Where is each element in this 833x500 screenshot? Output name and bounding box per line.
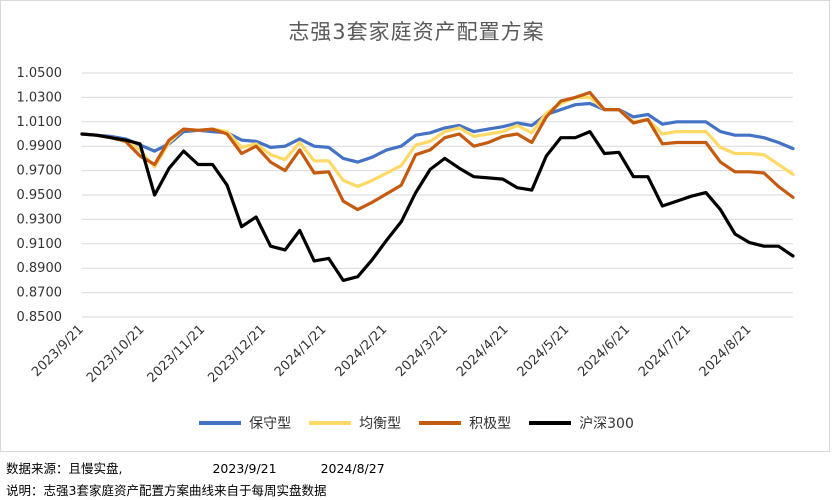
x-tick-label: 2023/12/21	[205, 322, 269, 386]
y-tick-label: 0.8900	[17, 261, 63, 276]
legend: 保守型 均衡型 积极型 沪深300	[0, 412, 833, 434]
legend-label-balanced: 均衡型	[359, 416, 402, 432]
legend-item-csi300: 沪深300	[529, 412, 634, 434]
series-line-3	[80, 130, 795, 282]
y-tick-label: 0.8700	[17, 286, 63, 301]
x-tick-label: 2023/11/21	[145, 322, 209, 386]
chart-frame	[0, 0, 830, 452]
legend-label-csi300: 沪深300	[579, 416, 634, 432]
y-tick-label: 1.0500	[17, 66, 63, 81]
footer-source-label: 数据来源：	[6, 461, 69, 476]
x-tick-label: 2023/9/21	[29, 322, 87, 380]
y-tick-label: 1.0300	[17, 90, 63, 105]
y-tick-label: 0.9100	[17, 237, 63, 252]
footer-end-date: 2024/8/27	[320, 461, 385, 476]
x-tick-label: 2024/1/21	[272, 322, 330, 380]
y-tick-label: 0.9500	[17, 188, 63, 203]
y-tick-label: 0.9700	[17, 164, 63, 179]
footer-source-line: 数据来源：且慢实盘, 2023/9/21 2024/8/27	[6, 458, 385, 477]
x-tick-label: 2024/7/21	[636, 322, 694, 380]
footer-source-value: 且慢实盘,	[68, 461, 123, 476]
x-tick-label: 2024/4/21	[454, 322, 512, 380]
legend-item-aggressive: 积极型	[419, 412, 511, 434]
chart-title: 志强3套家庭资产配置方案	[288, 20, 545, 44]
footer-start-date: 2023/9/21	[212, 461, 277, 476]
legend-item-conservative: 保守型	[199, 412, 291, 434]
y-tick-label: 0.9300	[17, 212, 63, 227]
legend-swatch-aggressive	[419, 421, 462, 425]
legend-label-aggressive: 积极型	[469, 416, 512, 432]
legend-item-balanced: 均衡型	[309, 412, 401, 434]
x-tick-label: 2024/8/21	[697, 322, 755, 380]
y-tick-label: 0.8500	[17, 310, 63, 325]
y-tick-label: 0.9900	[17, 139, 63, 154]
x-tick-label: 2023/10/21	[84, 322, 148, 386]
series-line-2	[80, 90, 795, 212]
footer-note: 说明：志强3套家庭资产配置方案曲线来自于每周实盘数据	[6, 483, 327, 498]
legend-label-conservative: 保守型	[249, 416, 292, 432]
y-tick-label: 1.0100	[17, 115, 63, 130]
x-tick-label: 2024/6/21	[575, 322, 633, 380]
legend-swatch-conservative	[199, 421, 242, 425]
x-tick-label: 2024/3/21	[393, 322, 451, 380]
legend-swatch-csi300	[529, 421, 572, 425]
legend-swatch-balanced	[309, 421, 352, 425]
x-tick-label: 2024/2/21	[333, 322, 391, 380]
x-tick-label: 2024/5/21	[515, 322, 573, 380]
